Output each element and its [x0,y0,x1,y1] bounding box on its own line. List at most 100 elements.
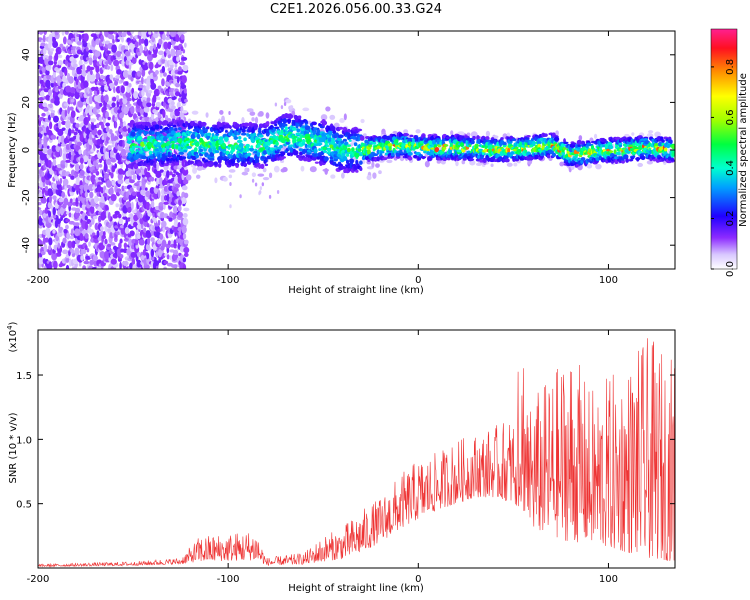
heatmap-cell [534,144,539,149]
heatmap-cell [163,266,167,269]
heatmap-cell [376,156,380,162]
heatmap-cell [379,150,385,154]
heatmap-cell [221,143,226,148]
heatmap-cell [595,163,602,170]
heatmap-cell [130,31,135,35]
heatmap-cell [472,135,476,140]
heatmap-cell [646,160,654,165]
heatmap-cell [296,137,303,143]
heatmap-cell [181,56,188,61]
heatmap-cell [66,184,71,189]
heatmap-cell [69,86,76,94]
heatmap-cell [196,166,203,171]
heatmap-cell [118,31,123,37]
heatmap-cell [137,194,144,203]
heatmap-cell [142,249,146,256]
heatmap-cell [181,185,188,191]
heatmap-cell [96,159,100,164]
heatmap-cell [534,154,539,160]
heatmap-cell [182,212,188,218]
heatmap-cell [98,164,103,168]
heatmap-cell [178,66,182,72]
heatmap-cell [670,157,675,162]
heatmap-cell [104,238,108,245]
x-tick-label: -100 [217,275,240,286]
heatmap-cell [88,265,94,269]
heatmap-cell [275,141,279,146]
heatmap-cell [353,142,358,147]
heatmap-cell [322,146,328,151]
heatmap-cell [293,135,298,139]
heatmap-cell [72,63,78,68]
heatmap-cell [85,57,90,61]
heatmap-cell [328,130,333,136]
heatmap-cell [526,135,531,138]
heatmap-cell [78,34,82,42]
heatmap-cell [56,218,62,225]
heatmap-cell [45,64,52,71]
heatmap-cell [75,127,79,132]
heatmap-cell [104,152,110,160]
heatmap-cell [141,155,147,160]
heatmap-cell [257,173,265,177]
heatmap-cell [621,159,625,164]
heatmap-cell [511,138,517,142]
heatmap-cell [480,155,484,160]
heatmap-cell [424,139,428,143]
y-tick-label: -40 [21,237,32,253]
heatmap-cell [70,228,74,236]
heatmap-cell [268,150,272,155]
heatmap-cell [233,129,238,136]
heatmap-cell [261,182,265,187]
heatmap-cell [474,143,479,148]
heatmap-cell [157,85,162,90]
heatmap-cell [48,54,53,61]
heatmap-cell [161,78,165,87]
heatmap-cell [107,145,112,151]
spectrogram-x-axis: -200 -100 0 100 [27,31,618,286]
heatmap-cell [140,76,144,85]
heatmap-cell [79,55,84,61]
heatmap-cell [118,217,124,225]
heatmap-cell [357,143,362,149]
heatmap-cell [143,127,150,131]
heatmap-cell [48,237,53,246]
heatmap-cell [61,191,66,199]
heatmap-cell [146,96,151,103]
heatmap-cell [243,122,250,127]
heatmap-cell [84,191,89,198]
heatmap-cell [84,245,88,251]
heatmap-cell [598,147,603,153]
heatmap-cell [54,86,59,93]
heatmap-cell [95,72,101,80]
heatmap-cell [95,38,101,46]
heatmap-cell [58,54,63,59]
heatmap-cell [173,95,177,100]
heatmap-cell [126,103,132,107]
heatmap-cell [221,115,225,123]
heatmap-cell [174,139,178,143]
heatmap-cell [69,198,73,204]
heatmap-cell [300,165,305,172]
heatmap-cell [355,169,359,173]
heatmap-cell [169,211,174,218]
heatmap-cell [301,125,306,129]
heatmap-cell [322,150,328,153]
heatmap-cell [170,48,176,57]
heatmap-cell [171,173,176,178]
heatmap-cell [553,136,560,142]
heatmap-cell [199,162,203,167]
heatmap-cell [253,125,258,131]
heatmap-cell [100,74,104,80]
heatmap-cell [87,87,91,95]
heatmap-cell [115,203,119,208]
x-tick-label: 100 [599,275,618,286]
heatmap-cell [75,184,81,191]
heatmap-cell [95,197,100,202]
heatmap-cell [138,239,145,246]
heatmap-cell [38,31,44,35]
heatmap-cell [84,221,89,231]
heatmap-cell [107,211,111,221]
heatmap-cell [49,194,52,204]
heatmap-cell [103,146,106,154]
